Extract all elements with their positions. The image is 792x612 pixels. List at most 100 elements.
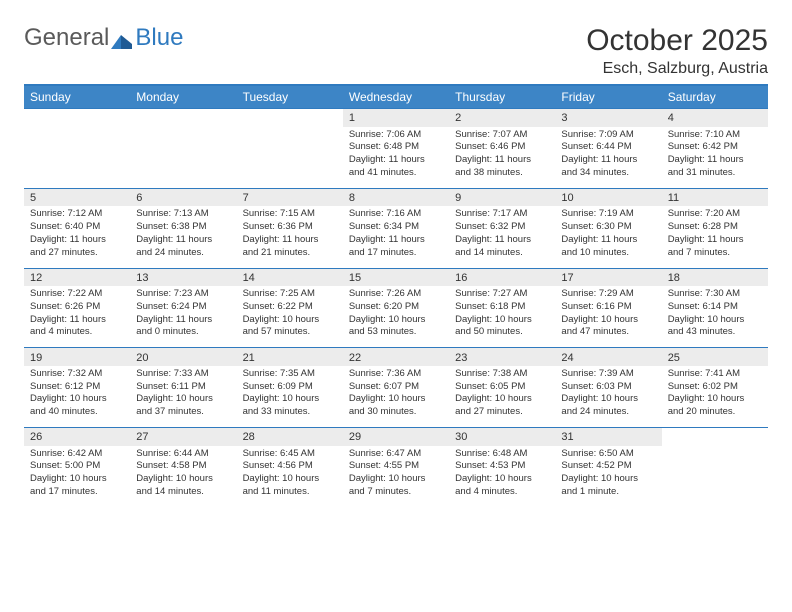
daylight-text: Daylight: 10 hours and 50 minutes. — [455, 314, 549, 340]
day-detail-cell: Sunrise: 7:12 AMSunset: 6:40 PMDaylight:… — [24, 206, 130, 268]
sunset-text: Sunset: 4:53 PM — [455, 460, 549, 473]
day-number-cell: 7 — [237, 188, 343, 206]
day-number-cell: 15 — [343, 268, 449, 286]
day-number-cell: 13 — [130, 268, 236, 286]
sunset-text: Sunset: 4:52 PM — [561, 460, 655, 473]
day-number-cell: 14 — [237, 268, 343, 286]
day-detail-cell — [237, 127, 343, 189]
sunrise-text: Sunrise: 7:35 AM — [243, 368, 337, 381]
sunrise-text: Sunrise: 7:17 AM — [455, 208, 549, 221]
sunset-text: Sunset: 4:55 PM — [349, 460, 443, 473]
brand-logo: General Blue — [24, 24, 183, 52]
day-detail-cell: Sunrise: 7:23 AMSunset: 6:24 PMDaylight:… — [130, 286, 236, 348]
sunrise-text: Sunrise: 6:47 AM — [349, 448, 443, 461]
day-detail-cell: Sunrise: 7:15 AMSunset: 6:36 PMDaylight:… — [237, 206, 343, 268]
sunset-text: Sunset: 6:05 PM — [455, 381, 549, 394]
day-number-cell: 8 — [343, 188, 449, 206]
sunset-text: Sunset: 6:38 PM — [136, 221, 230, 234]
daynum-row: 262728293031 — [24, 428, 768, 446]
daylight-text: Daylight: 10 hours and 27 minutes. — [455, 393, 549, 419]
day-detail-cell: Sunrise: 7:32 AMSunset: 6:12 PMDaylight:… — [24, 366, 130, 428]
day-detail-cell: Sunrise: 7:30 AMSunset: 6:14 PMDaylight:… — [662, 286, 768, 348]
daylight-text: Daylight: 11 hours and 21 minutes. — [243, 234, 337, 260]
day-number-cell: 4 — [662, 109, 768, 127]
daylight-text: Daylight: 10 hours and 37 minutes. — [136, 393, 230, 419]
detail-row: Sunrise: 7:12 AMSunset: 6:40 PMDaylight:… — [24, 206, 768, 268]
dow-sunday: Sunday — [24, 85, 130, 109]
sunset-text: Sunset: 5:00 PM — [30, 460, 124, 473]
day-detail-cell — [130, 127, 236, 189]
sunrise-text: Sunrise: 7:29 AM — [561, 288, 655, 301]
day-number-cell: 6 — [130, 188, 236, 206]
daylight-text: Daylight: 10 hours and 53 minutes. — [349, 314, 443, 340]
day-detail-cell: Sunrise: 7:17 AMSunset: 6:32 PMDaylight:… — [449, 206, 555, 268]
day-number-cell — [24, 109, 130, 127]
sunrise-text: Sunrise: 7:19 AM — [561, 208, 655, 221]
sunrise-text: Sunrise: 7:06 AM — [349, 129, 443, 142]
sunrise-text: Sunrise: 7:20 AM — [668, 208, 762, 221]
sunset-text: Sunset: 6:44 PM — [561, 141, 655, 154]
daylight-text: Daylight: 10 hours and 57 minutes. — [243, 314, 337, 340]
day-number-cell: 11 — [662, 188, 768, 206]
sunset-text: Sunset: 6:24 PM — [136, 301, 230, 314]
brand-mark-icon — [111, 29, 133, 47]
daylight-text: Daylight: 10 hours and 40 minutes. — [30, 393, 124, 419]
daylight-text: Daylight: 11 hours and 4 minutes. — [30, 314, 124, 340]
day-number-cell: 31 — [555, 428, 661, 446]
day-detail-cell: Sunrise: 7:35 AMSunset: 6:09 PMDaylight:… — [237, 366, 343, 428]
sunrise-text: Sunrise: 6:44 AM — [136, 448, 230, 461]
day-detail-cell — [662, 446, 768, 507]
day-number-cell: 3 — [555, 109, 661, 127]
day-detail-cell: Sunrise: 7:06 AMSunset: 6:48 PMDaylight:… — [343, 127, 449, 189]
day-number-cell: 26 — [24, 428, 130, 446]
day-number-cell: 25 — [662, 348, 768, 366]
sunset-text: Sunset: 6:18 PM — [455, 301, 549, 314]
dow-monday: Monday — [130, 85, 236, 109]
dow-saturday: Saturday — [662, 85, 768, 109]
day-number-cell: 23 — [449, 348, 555, 366]
daylight-text: Daylight: 10 hours and 33 minutes. — [243, 393, 337, 419]
sunset-text: Sunset: 6:03 PM — [561, 381, 655, 394]
day-detail-cell: Sunrise: 7:38 AMSunset: 6:05 PMDaylight:… — [449, 366, 555, 428]
calendar-table: Sunday Monday Tuesday Wednesday Thursday… — [24, 84, 768, 507]
sunrise-text: Sunrise: 7:30 AM — [668, 288, 762, 301]
daynum-row: 19202122232425 — [24, 348, 768, 366]
daylight-text: Daylight: 10 hours and 7 minutes. — [349, 473, 443, 499]
day-detail-cell: Sunrise: 7:26 AMSunset: 6:20 PMDaylight:… — [343, 286, 449, 348]
day-detail-cell — [24, 127, 130, 189]
sunrise-text: Sunrise: 6:50 AM — [561, 448, 655, 461]
daylight-text: Daylight: 10 hours and 11 minutes. — [243, 473, 337, 499]
day-detail-cell: Sunrise: 7:27 AMSunset: 6:18 PMDaylight:… — [449, 286, 555, 348]
day-number-cell — [662, 428, 768, 446]
daylight-text: Daylight: 11 hours and 24 minutes. — [136, 234, 230, 260]
sunset-text: Sunset: 6:14 PM — [668, 301, 762, 314]
day-number-cell: 21 — [237, 348, 343, 366]
sunrise-text: Sunrise: 7:07 AM — [455, 129, 549, 142]
day-detail-cell: Sunrise: 7:13 AMSunset: 6:38 PMDaylight:… — [130, 206, 236, 268]
dow-wednesday: Wednesday — [343, 85, 449, 109]
detail-row: Sunrise: 7:22 AMSunset: 6:26 PMDaylight:… — [24, 286, 768, 348]
day-detail-cell: Sunrise: 6:47 AMSunset: 4:55 PMDaylight:… — [343, 446, 449, 507]
sunrise-text: Sunrise: 7:25 AM — [243, 288, 337, 301]
sunset-text: Sunset: 6:32 PM — [455, 221, 549, 234]
day-number-cell — [237, 109, 343, 127]
day-number-cell: 10 — [555, 188, 661, 206]
sunrise-text: Sunrise: 7:39 AM — [561, 368, 655, 381]
day-number-cell: 20 — [130, 348, 236, 366]
location-text: Esch, Salzburg, Austria — [586, 60, 768, 78]
sunset-text: Sunset: 6:30 PM — [561, 221, 655, 234]
day-detail-cell: Sunrise: 6:45 AMSunset: 4:56 PMDaylight:… — [237, 446, 343, 507]
day-number-cell: 17 — [555, 268, 661, 286]
day-detail-cell: Sunrise: 7:22 AMSunset: 6:26 PMDaylight:… — [24, 286, 130, 348]
day-number-cell: 2 — [449, 109, 555, 127]
dow-friday: Friday — [555, 85, 661, 109]
daylight-text: Daylight: 10 hours and 24 minutes. — [561, 393, 655, 419]
sunrise-text: Sunrise: 7:32 AM — [30, 368, 124, 381]
day-number-cell: 12 — [24, 268, 130, 286]
sunset-text: Sunset: 6:40 PM — [30, 221, 124, 234]
daylight-text: Daylight: 11 hours and 10 minutes. — [561, 234, 655, 260]
day-detail-cell: Sunrise: 7:41 AMSunset: 6:02 PMDaylight:… — [662, 366, 768, 428]
day-number-cell: 29 — [343, 428, 449, 446]
month-title: October 2025 — [586, 24, 768, 58]
sunrise-text: Sunrise: 7:16 AM — [349, 208, 443, 221]
